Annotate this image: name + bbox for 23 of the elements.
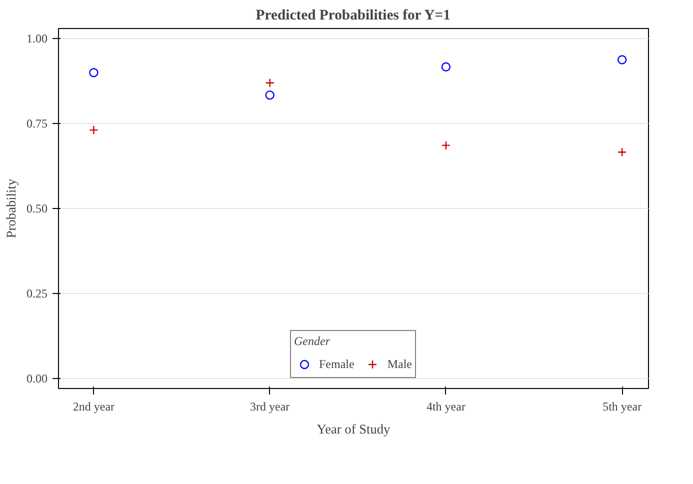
x-tick-label: 3rd year (250, 400, 290, 414)
y-tick-label: 0.25 (26, 286, 48, 300)
y-axis-title: Probability (4, 178, 18, 238)
legend-label: Male (387, 356, 412, 372)
x-tick-label: 2nd year (72, 400, 115, 414)
point (617, 148, 627, 157)
point (265, 78, 274, 88)
x-axis-title: Year of Study (316, 422, 391, 436)
point (265, 90, 274, 100)
legend-label: Female (319, 356, 354, 372)
y-tick-label: 0.50 (26, 202, 48, 216)
chart-title: Predicted Probabilities for Y=1 (256, 8, 450, 24)
point (441, 140, 451, 150)
x-tick-label: 5th year (602, 400, 642, 414)
y-tick-label: 0.00 (26, 371, 48, 386)
point (89, 125, 98, 135)
x-tick-label: 4th year (426, 400, 466, 414)
legend-title: Gender (294, 334, 331, 349)
point (89, 68, 98, 78)
y-tick-label: 0.75 (26, 116, 48, 131)
y-tick-label: 1.00 (26, 32, 48, 46)
point (441, 62, 451, 72)
point (617, 55, 627, 64)
